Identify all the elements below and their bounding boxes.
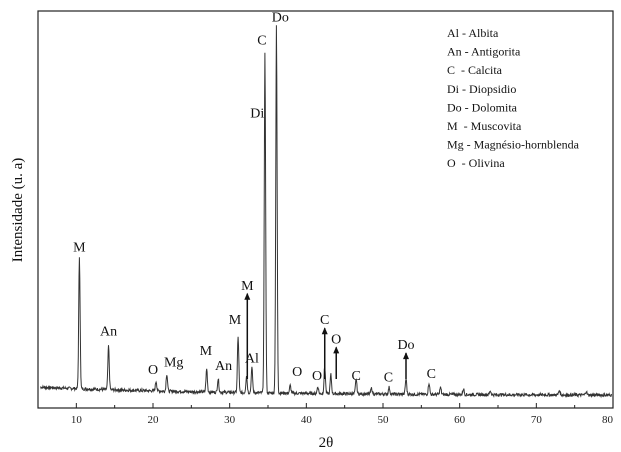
peak-label: Do <box>397 338 414 353</box>
legend-entry: M - Muscovita <box>447 119 522 133</box>
x-axis-label: 2θ <box>319 435 334 451</box>
peak-arrow-head <box>244 292 251 300</box>
peak-label: C <box>351 369 360 384</box>
legend-entry: C - Calcita <box>447 63 503 77</box>
peak-label: Do <box>272 11 289 26</box>
legend-entry: An - Antigorita <box>447 45 521 59</box>
peak-label: An <box>215 359 232 374</box>
x-tick-label: 20 <box>148 414 160 426</box>
peak-label: C <box>320 313 329 328</box>
x-tick-label: 10 <box>71 414 83 426</box>
peak-label: C <box>257 34 266 49</box>
legend-entry: Di - Diopsidio <box>447 82 516 96</box>
x-axis-ticks: 10 20 30 40 50 60 70 80 <box>37 403 614 426</box>
peak-label: O <box>331 332 341 347</box>
peak-label: M <box>200 344 213 359</box>
x-tick-label: 70 <box>531 414 543 426</box>
peak-label: M <box>229 313 242 328</box>
legend-entry: O - Olivina <box>447 156 505 170</box>
peak-arrow-head <box>333 346 340 354</box>
x-tick-label: 50 <box>378 414 390 426</box>
peak-label: C <box>427 367 436 382</box>
plot-frame <box>37 10 614 409</box>
legend-entry: Do - Dolomita <box>447 100 518 114</box>
x-tick-label: 40 <box>301 414 313 426</box>
peak-label: Di <box>250 106 264 121</box>
peak-arrow-head <box>321 327 328 335</box>
peak-label: Al <box>245 352 259 367</box>
peak-label: O <box>148 363 158 378</box>
peak-label: O <box>292 365 302 380</box>
peak-label: C <box>384 371 393 386</box>
y-axis-label: Intensidade (u. a) <box>10 158 26 263</box>
peak-label: O <box>312 369 322 384</box>
peak-label: M <box>241 279 254 294</box>
diffraction-trace <box>40 25 612 399</box>
legend-entry: Al - Albita <box>447 26 499 40</box>
x-tick-label: 60 <box>454 414 466 426</box>
peak-arrow-head <box>403 352 409 360</box>
peak-label: An <box>100 325 117 340</box>
legend: Al - Albita An - Antigorita C - Calcita Di … <box>447 26 580 170</box>
peak-label: M <box>73 240 86 255</box>
legend-entry: Mg - Magnésio-hornblenda <box>447 138 580 152</box>
peak-label: Mg <box>164 355 183 370</box>
x-tick-label: 30 <box>224 414 236 426</box>
x-tick-label: 80 <box>602 414 614 426</box>
